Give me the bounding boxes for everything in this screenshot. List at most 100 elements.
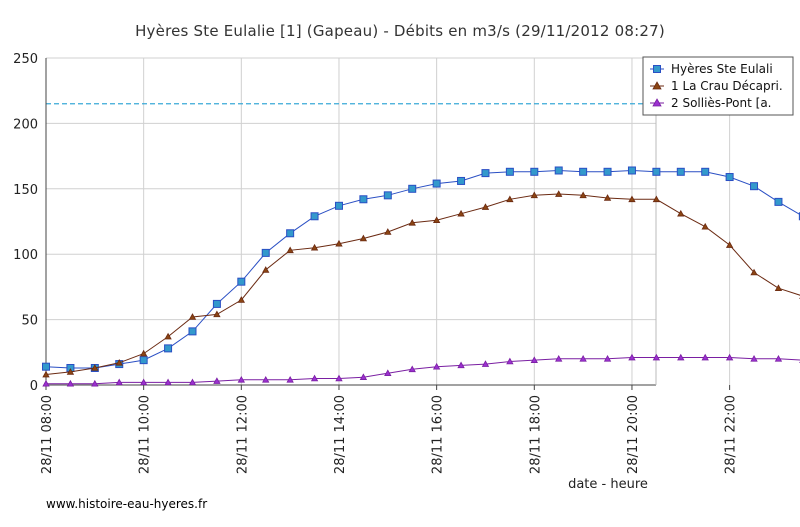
- data-point: [164, 332, 172, 340]
- data-point: [66, 368, 75, 375]
- data-point: [530, 356, 538, 363]
- data-point: [359, 234, 368, 242]
- data-point: [676, 167, 685, 176]
- data-point: [506, 357, 514, 365]
- legend: Hyères Ste Eulali 1 La Crau Décapri. 2 Sol…: [642, 56, 794, 116]
- legend-marker: [652, 98, 662, 107]
- x-tick-label: 28/11 08:00: [40, 395, 55, 474]
- data-point: [188, 378, 197, 386]
- data-point: [481, 203, 490, 210]
- data-point: [408, 218, 416, 226]
- data-point: [164, 378, 172, 386]
- data-point: [115, 358, 123, 366]
- data-point: [627, 166, 636, 175]
- series-1: [42, 166, 800, 372]
- x-tick-labels: 28/11 08:00 28/11 10:00 28/11 12:00 28/11 1…: [40, 395, 739, 474]
- data-point: [677, 353, 685, 361]
- x-axis-label: date - heure: [568, 477, 648, 492]
- data-point: [139, 349, 148, 357]
- x-tick-label: 28/11 14:00: [333, 395, 348, 474]
- data-point: [628, 195, 636, 203]
- data-point: [774, 284, 783, 292]
- data-point: [66, 379, 75, 387]
- legend-item: Hyères Ste Eulali: [650, 62, 773, 76]
- data-point: [677, 209, 685, 217]
- x-tick-label: 28/11 18:00: [528, 395, 543, 474]
- data-point: [42, 362, 50, 371]
- data-point: [750, 268, 758, 276]
- data-point: [481, 360, 490, 367]
- data-point: [481, 169, 490, 178]
- data-point: [42, 379, 50, 387]
- chart-title: Hyères Ste Eulalie [1] (Gapeau) - Débits…: [135, 22, 665, 40]
- data-point: [212, 299, 221, 308]
- data-point: [701, 353, 709, 361]
- data-point: [213, 377, 221, 384]
- x-tick-label: 28/11 16:00: [431, 395, 446, 474]
- data-point: [335, 374, 343, 382]
- data-point: [725, 241, 734, 248]
- data-point: [261, 248, 270, 257]
- data-point: [335, 239, 343, 247]
- data-point: [286, 375, 294, 383]
- data-point: [384, 369, 392, 377]
- data-point: [286, 246, 294, 254]
- series-2: [42, 190, 800, 378]
- data-point: [139, 378, 148, 386]
- data-point: [530, 167, 539, 176]
- data-point: [384, 228, 392, 235]
- data-point: [91, 364, 99, 371]
- data-point: [505, 167, 514, 176]
- data-point: [750, 182, 759, 191]
- y-tick-label: 200: [13, 117, 38, 132]
- legend-item: 1 La Crau Décapri.: [650, 79, 783, 93]
- data-point: [555, 355, 563, 362]
- data-point: [701, 167, 710, 176]
- data-point: [237, 277, 246, 286]
- data-point: [457, 176, 466, 185]
- legend-label: 2 Solliès-Pont [a.: [671, 96, 772, 110]
- y-tick-labels: 0 50 100 150 200 250: [13, 52, 38, 394]
- data-point: [310, 212, 319, 221]
- data-point: [603, 167, 612, 176]
- data-point: [115, 378, 123, 386]
- data-point: [237, 375, 245, 383]
- data-point: [652, 167, 661, 176]
- legend-box: [642, 56, 794, 116]
- data-point: [774, 197, 783, 206]
- series-line: [46, 357, 800, 385]
- legend-item: 2 Solliès-Pont [a.: [650, 96, 772, 110]
- data-point: [310, 243, 319, 251]
- data-point: [310, 374, 319, 382]
- data-point: [408, 365, 416, 373]
- data-point: [750, 355, 758, 362]
- data-point: [652, 195, 661, 203]
- legend-label: Hyères Ste Eulali: [671, 62, 773, 76]
- data-point: [188, 327, 197, 336]
- data-point: [213, 310, 221, 318]
- data-point: [262, 266, 270, 273]
- legend-marker: [652, 81, 662, 90]
- data-point: [579, 355, 587, 362]
- data-point: [725, 353, 734, 361]
- series-line: [45, 193, 800, 375]
- data-point: [628, 353, 636, 361]
- data-point: [554, 166, 563, 175]
- data-point: [237, 296, 245, 303]
- data-point: [432, 216, 441, 223]
- data-point: [432, 362, 441, 370]
- x-tick-label: 28/11 12:00: [235, 395, 250, 474]
- data-point: [262, 375, 270, 383]
- y-tick-label: 150: [13, 183, 38, 198]
- data-point: [334, 201, 343, 210]
- data-point: [286, 229, 295, 238]
- data-point: [701, 222, 709, 230]
- y-tick-label: 50: [21, 314, 38, 329]
- data-point: [188, 313, 197, 320]
- y-tick-label: 0: [30, 379, 38, 394]
- data-point: [774, 355, 783, 362]
- data-point: [164, 344, 173, 353]
- data-point: [652, 353, 661, 361]
- data-point: [579, 167, 588, 176]
